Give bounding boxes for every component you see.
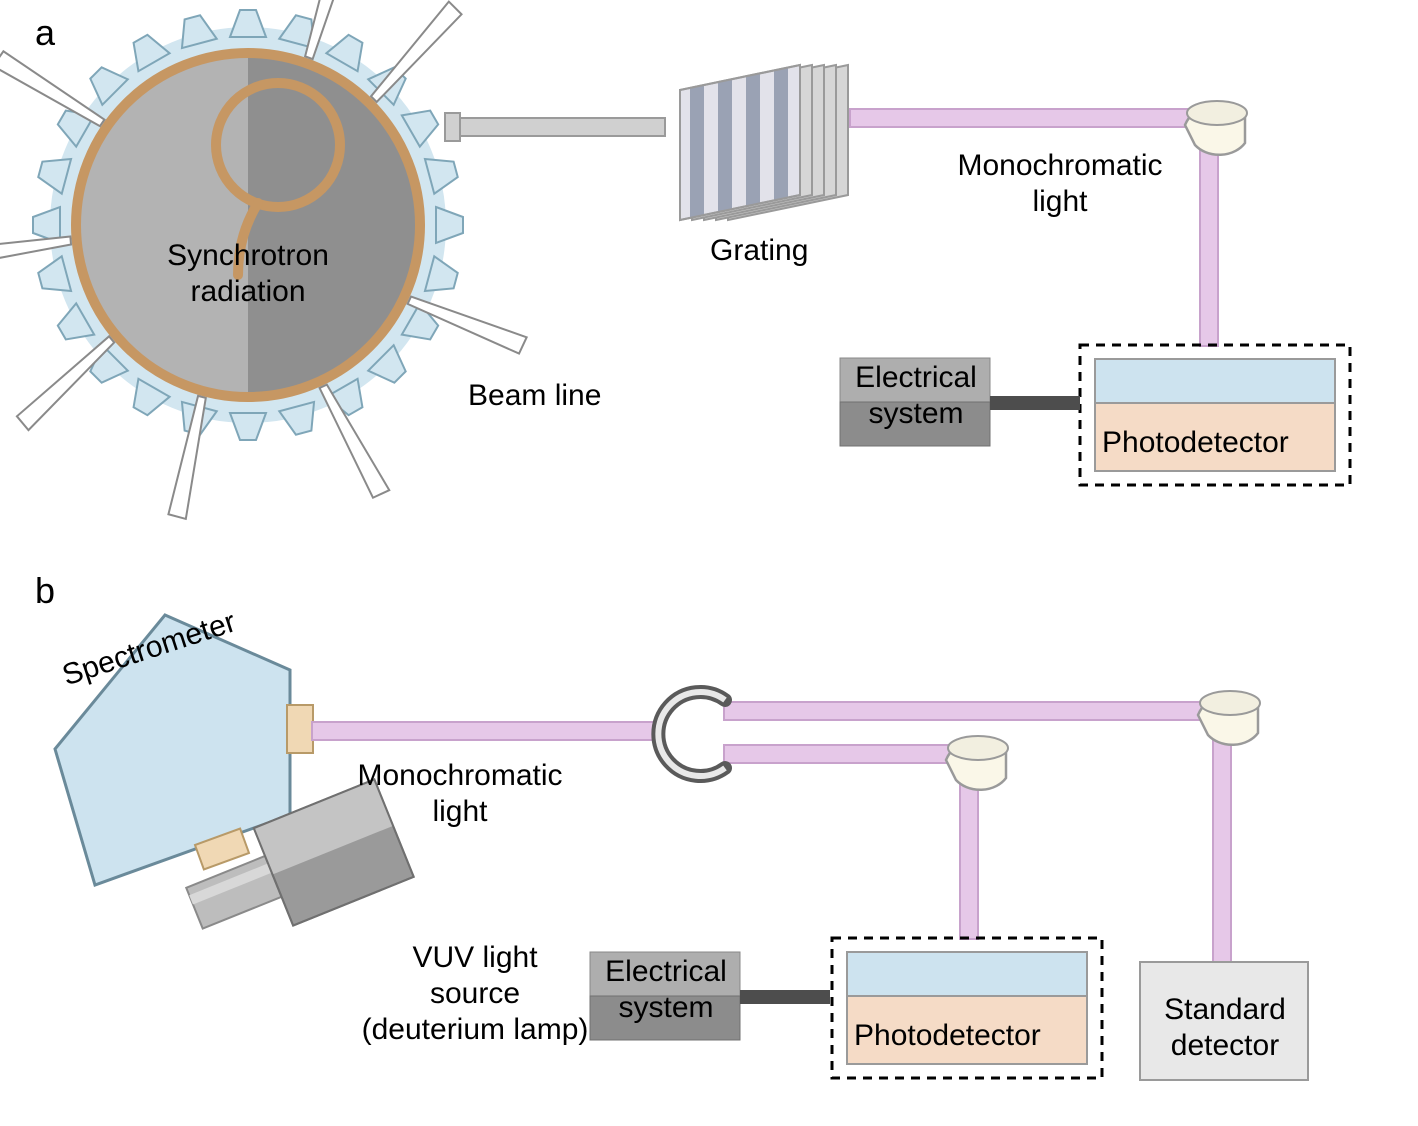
photodetector-b-label: Photodetector [854,1018,1041,1054]
mirror-a [1185,101,1247,155]
grating [680,50,848,250]
vuv-label: VUV light source (deuterium lamp) [350,940,600,1048]
grating-label: Grating [710,233,808,269]
mono-beam-b [312,702,1231,965]
photodetector-a [1080,345,1350,485]
electrical-a-label: Electrical system [853,360,979,432]
beam-splitter [658,692,725,776]
mono-beam-a [850,109,1218,346]
beam-tube [445,113,665,141]
panel-b-label: b [35,570,55,612]
mono-light-b-label: Monochromatic light [335,758,585,830]
photodetector-a-label: Photodetector [1102,425,1289,461]
mirror-b-middle [946,736,1008,790]
electrical-b-label: Electrical system [603,954,729,1026]
mono-light-a-label: Monochromatic light [930,148,1190,220]
mirror-b-right [1198,691,1260,745]
standard-detector-label: Standard detector [1150,992,1300,1064]
beamline-label: Beam line [468,378,601,414]
panel-a-label: a [35,12,55,54]
synchrotron-label: Synchrotron radiation [128,238,368,310]
photodetector-b [832,938,1102,1078]
